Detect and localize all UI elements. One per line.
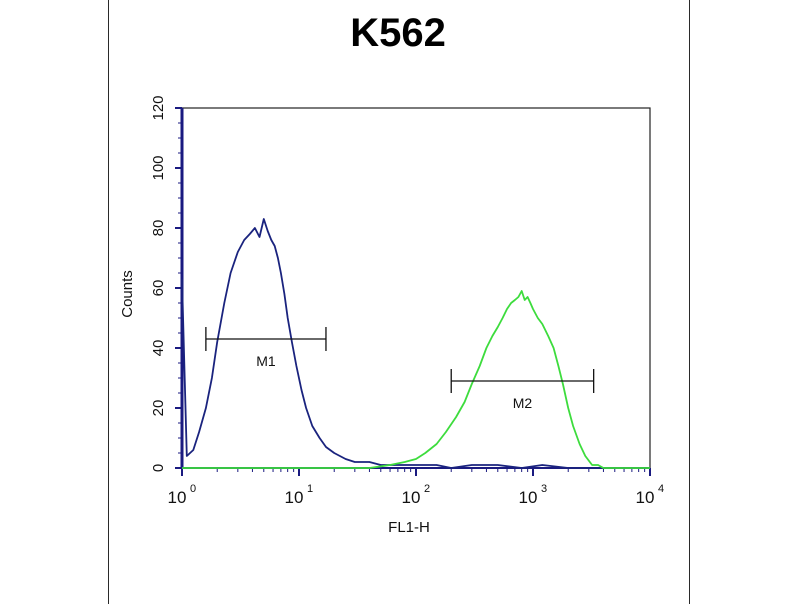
- y-tick-label: 0: [150, 464, 167, 472]
- x-tick-exponent: 1: [307, 483, 313, 495]
- y-axis-label: Counts: [119, 270, 136, 318]
- plot-frame: [181, 107, 651, 469]
- histogram-series-2: [182, 290, 650, 469]
- x-tick-label: 10: [285, 488, 304, 507]
- x-tick-label: 10: [402, 488, 421, 507]
- histogram-series-1: [181, 218, 650, 469]
- x-tick-exponent: 0: [190, 483, 196, 495]
- x-tick-exponent: 2: [424, 483, 430, 495]
- x-tick-exponent: 4: [658, 483, 664, 495]
- y-tick-label: 120: [150, 95, 167, 120]
- x-tick-label: 10: [519, 488, 538, 507]
- x-tick-label: 10: [636, 488, 655, 507]
- image-frame: [108, 0, 690, 604]
- m2-marker-label: M2: [513, 395, 533, 411]
- y-tick-label: 100: [150, 155, 167, 180]
- chart-title: K562: [350, 11, 446, 55]
- y-tick-label: 80: [150, 220, 167, 237]
- y-tick-label: 40: [150, 340, 167, 357]
- y-tick-label: 20: [150, 400, 167, 417]
- y-tick-label: 60: [150, 280, 167, 297]
- x-tick-exponent: 3: [541, 483, 547, 495]
- x-tick-label: 10: [168, 488, 187, 507]
- m1-marker-label: M1: [256, 353, 276, 369]
- x-axis-label: FL1-H: [388, 519, 430, 536]
